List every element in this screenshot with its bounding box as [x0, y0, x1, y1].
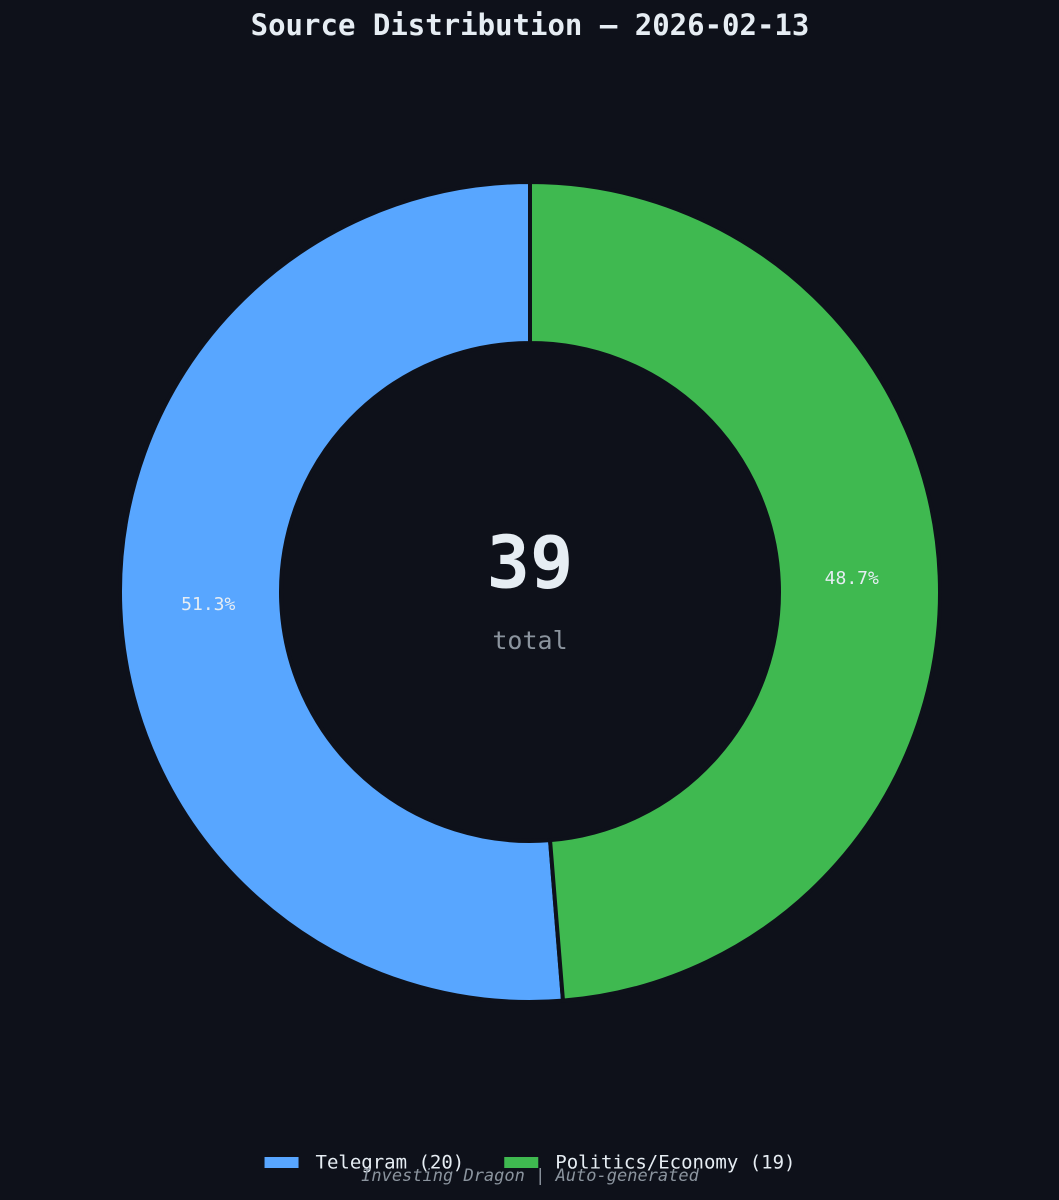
center-label: total [492, 626, 567, 655]
chart-title: Source Distribution — 2026-02-13 [251, 8, 810, 42]
footer: Investing Dragon | Auto-generated [361, 1166, 700, 1186]
legend-swatch [504, 1157, 539, 1168]
legend: Telegram (20) Politics/Economy (19) [264, 1152, 795, 1174]
percent-label: 48.7% [825, 568, 879, 589]
center-value: 39 [487, 521, 574, 605]
legend-label: Telegram (20) [316, 1152, 465, 1174]
legend-swatch [264, 1157, 299, 1168]
percent-label: 51.3% [181, 594, 235, 615]
legend-label: Politics/Economy (19) [555, 1152, 795, 1174]
donut: 51.3% 48.7% [118, 179, 942, 1004]
wedge [528, 179, 942, 1003]
wedge [118, 179, 566, 1004]
